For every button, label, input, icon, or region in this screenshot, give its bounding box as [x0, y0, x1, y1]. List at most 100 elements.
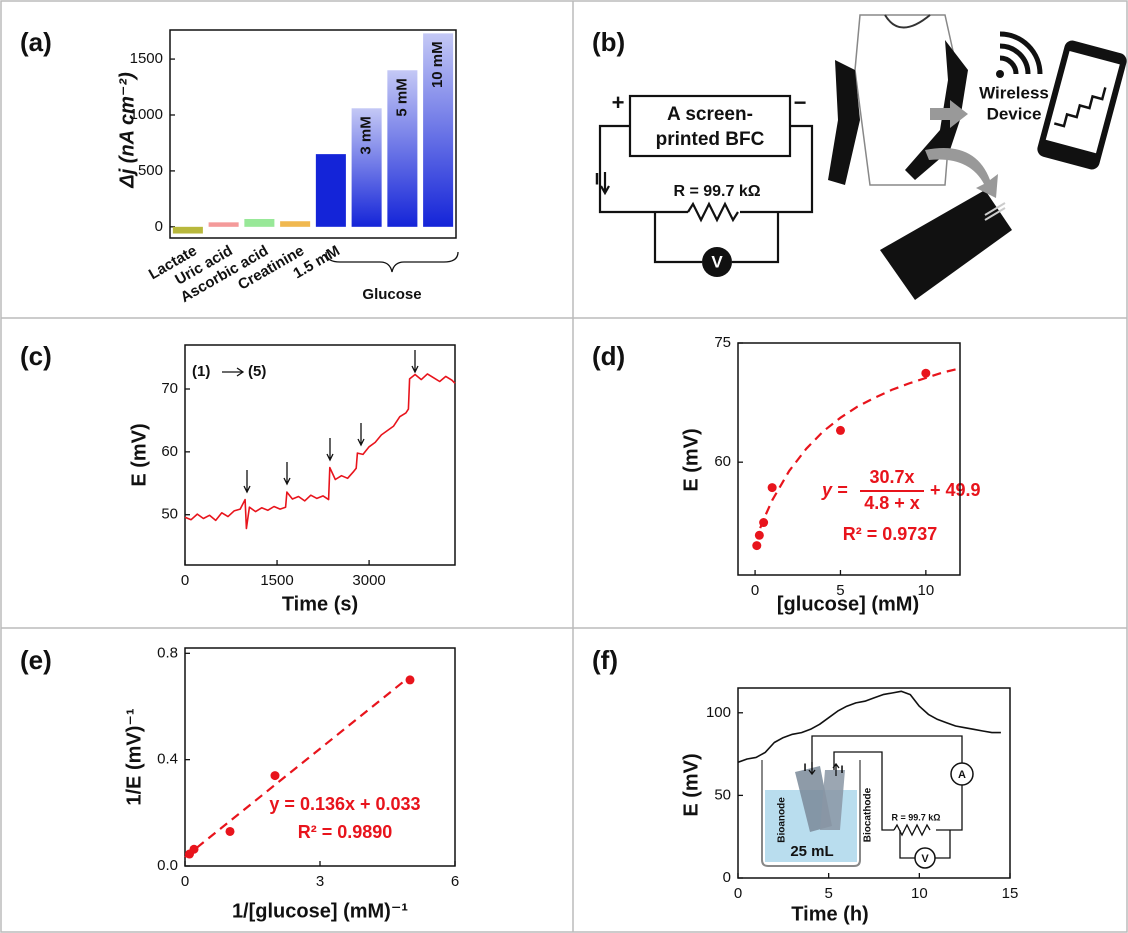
inset-label: V [921, 853, 929, 865]
y-tick-label: 500 [138, 162, 163, 179]
y-tick-label: 1500 [130, 50, 163, 67]
bar [315, 154, 346, 227]
inset-label: I [803, 762, 806, 774]
y-tick-label: 50 [161, 506, 178, 523]
bfc-label: printed BFC [656, 129, 765, 150]
panel-label: (f) [592, 645, 618, 675]
circuit [598, 94, 814, 277]
data-point [225, 826, 235, 836]
data-line [184, 373, 456, 530]
y-tick-label: 0.8 [157, 644, 178, 661]
plot-frame [737, 342, 961, 576]
plot-frame [184, 647, 456, 867]
data-point [270, 771, 280, 781]
y-axis-label: E (mV) [128, 423, 150, 486]
device-label: Wireless [979, 83, 1049, 102]
x-tick-label: 0 [181, 572, 189, 589]
inset-label: Bioanode [777, 797, 788, 843]
inset-label: 25 mL [790, 843, 833, 860]
r-squared: R² = 0.9737 [843, 524, 938, 544]
brace [325, 251, 459, 273]
inset-label: A [958, 769, 966, 781]
panel-label: (e) [20, 645, 52, 675]
y-tick-label: 60 [714, 453, 731, 470]
bar [351, 108, 382, 227]
data-point [921, 368, 931, 378]
x-tick-label: 15 [1002, 885, 1019, 902]
data-point [189, 844, 199, 854]
bar [244, 218, 275, 227]
annotation-arrow [222, 367, 245, 377]
data-point [754, 530, 764, 540]
bar [387, 70, 418, 227]
y-axis-label: E (mV) [680, 753, 702, 816]
x-tick-label: 5 [836, 582, 844, 599]
x-tick-label: 0 [751, 582, 759, 599]
minus-sign: − [794, 90, 807, 115]
x-axis-label: Time (h) [791, 903, 868, 925]
bar-label: 3 mM [358, 116, 375, 154]
inset-label: Biocathode [863, 787, 874, 842]
x-tick-label: 0 [181, 873, 189, 890]
x-tick-label: 0 [734, 885, 742, 902]
x-axis-label: [glucose] (mM) [777, 593, 919, 615]
y-tick-label: 0.4 [157, 751, 178, 768]
inset-circuit [761, 735, 974, 869]
data-point [759, 518, 769, 528]
x-tick-label: 5 [824, 885, 832, 902]
x-tick-label: 1500 [260, 572, 293, 589]
y-tick-label: 0 [155, 218, 163, 235]
equation: 30.7x [869, 467, 914, 487]
bar-label: 5 mM [393, 78, 410, 116]
equation: y = [821, 480, 848, 500]
bar [423, 33, 454, 227]
x-tick-label: 3000 [352, 572, 385, 589]
plot-frame [184, 344, 456, 566]
x-tick-label: 10 [911, 885, 928, 902]
voltmeter-label: V [711, 252, 723, 271]
x-axis-label: Time (s) [282, 593, 358, 615]
wireless-icon [996, 31, 1043, 78]
y-axis-label: 1/E (mV)⁻¹ [123, 708, 145, 806]
plus-sign: + [612, 90, 625, 115]
wearer [828, 14, 1012, 300]
y-tick-label: 100 [706, 704, 731, 721]
current-label: I [595, 169, 600, 188]
inset-label: I [840, 764, 843, 776]
phone [1037, 40, 1127, 170]
fit-line [759, 367, 961, 529]
y-tick-label: 60 [161, 443, 178, 460]
x-axis-label: 1/[glucose] (mM)⁻¹ [232, 900, 408, 922]
y-tick-label: 50 [714, 786, 731, 803]
data-point [767, 483, 777, 493]
bar [208, 222, 239, 227]
inset-label: R = 99.7 kΩ [892, 812, 941, 822]
data-point [405, 675, 415, 685]
r-squared: R² = 0.9890 [298, 822, 393, 842]
y-axis-label: E (mV) [680, 428, 702, 491]
x-tick-label: 10 [918, 582, 935, 599]
fit-line [184, 675, 411, 859]
device-label: Device [987, 104, 1042, 123]
y-tick-label: 0 [723, 869, 731, 886]
equation: y = 0.136x + 0.033 [269, 794, 420, 814]
data-point [752, 541, 762, 551]
bfc-label: A screen- [667, 104, 753, 125]
plot-frame [169, 29, 457, 239]
panel-label: (c) [20, 341, 52, 371]
y-tick-label: 1000 [130, 106, 163, 123]
annotation: (1) [192, 363, 210, 380]
group-label: Glucose [362, 286, 421, 303]
y-tick-label: 0.0 [157, 857, 178, 874]
plot-frame [737, 687, 1011, 879]
panel-label: (a) [20, 27, 52, 57]
bar [280, 221, 311, 227]
data-point [835, 425, 845, 435]
event-arrows [243, 350, 419, 494]
equation: + 49.9 [930, 480, 981, 500]
y-tick-label: 70 [161, 380, 178, 397]
bar [172, 226, 203, 234]
panel-label: (b) [592, 27, 625, 57]
